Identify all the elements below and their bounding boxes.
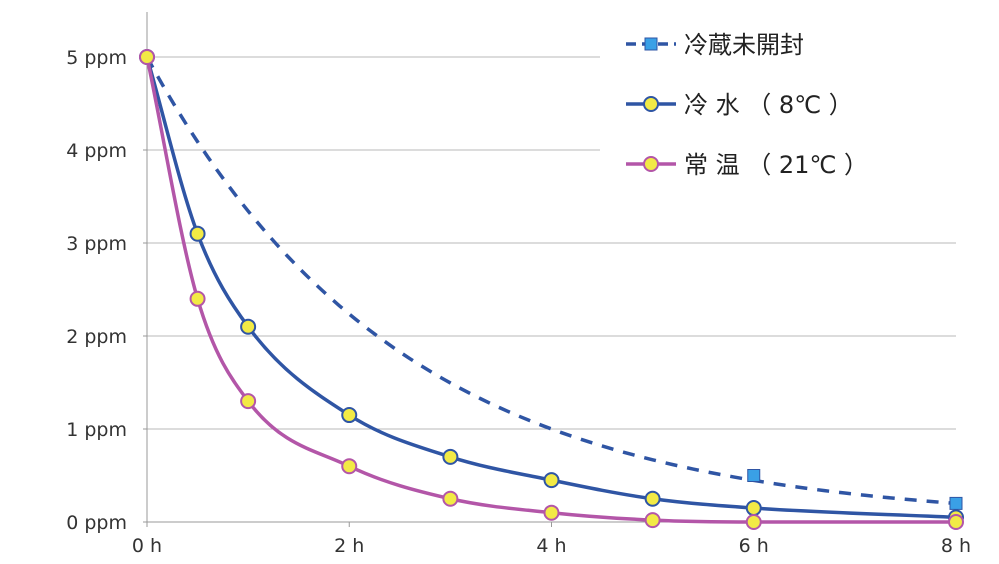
series-marker-2: [341, 458, 358, 475]
x-tick-label: 0 h: [132, 535, 162, 557]
series-marker-1: [442, 448, 459, 465]
x-tick-label: 2 h: [334, 535, 364, 557]
legend-swatch-marker: [643, 96, 659, 112]
series-marker-2: [543, 504, 560, 521]
series-marker-2: [189, 290, 206, 307]
legend-swatch-marker: [644, 37, 658, 51]
series-marker-0: [747, 469, 761, 482]
y-axis-ticks: 0 ppm 1 ppm 2 ppm 3 ppm 4 ppm 5 ppm: [66, 47, 147, 534]
y-tick-label: 4 ppm: [66, 140, 127, 162]
series-marker-1: [189, 225, 206, 242]
series-marker-1: [341, 407, 358, 424]
series-marker-2: [442, 490, 459, 507]
legend-swatch-marker: [643, 156, 659, 172]
series-marker-0: [949, 496, 963, 510]
series-marker-1: [240, 318, 257, 335]
series-marker-1: [745, 500, 762, 517]
series-marker-2: [745, 514, 762, 530]
series-marker-1: [644, 490, 661, 507]
x-axis-ticks: 0 h 2 h 4 h 6 h 8 h: [132, 522, 971, 557]
series-marker-2: [240, 393, 257, 410]
y-tick-label: 0 ppm: [66, 512, 127, 534]
series-marker-2: [644, 512, 661, 529]
x-tick-label: 6 h: [739, 535, 769, 557]
legend-label: 冷 水 （ 8℃ ）: [684, 91, 853, 119]
legend-label: 常 温 （ 21℃ ）: [684, 151, 868, 179]
x-tick-label: 4 h: [536, 535, 566, 557]
series-line-0: [145, 56, 957, 506]
series-marker-1: [543, 472, 560, 489]
y-tick-label: 3 ppm: [66, 233, 127, 255]
series-marker-2: [948, 514, 964, 530]
y-tick-label: 1 ppm: [66, 419, 127, 441]
y-tick-label: 5 ppm: [66, 47, 127, 69]
series-marker-2: [139, 49, 155, 65]
legend-label: 冷蔵未開封: [684, 31, 804, 59]
x-tick-label: 8 h: [941, 535, 971, 557]
y-tick-label: 2 ppm: [66, 326, 127, 348]
series-markers: [139, 49, 964, 530]
